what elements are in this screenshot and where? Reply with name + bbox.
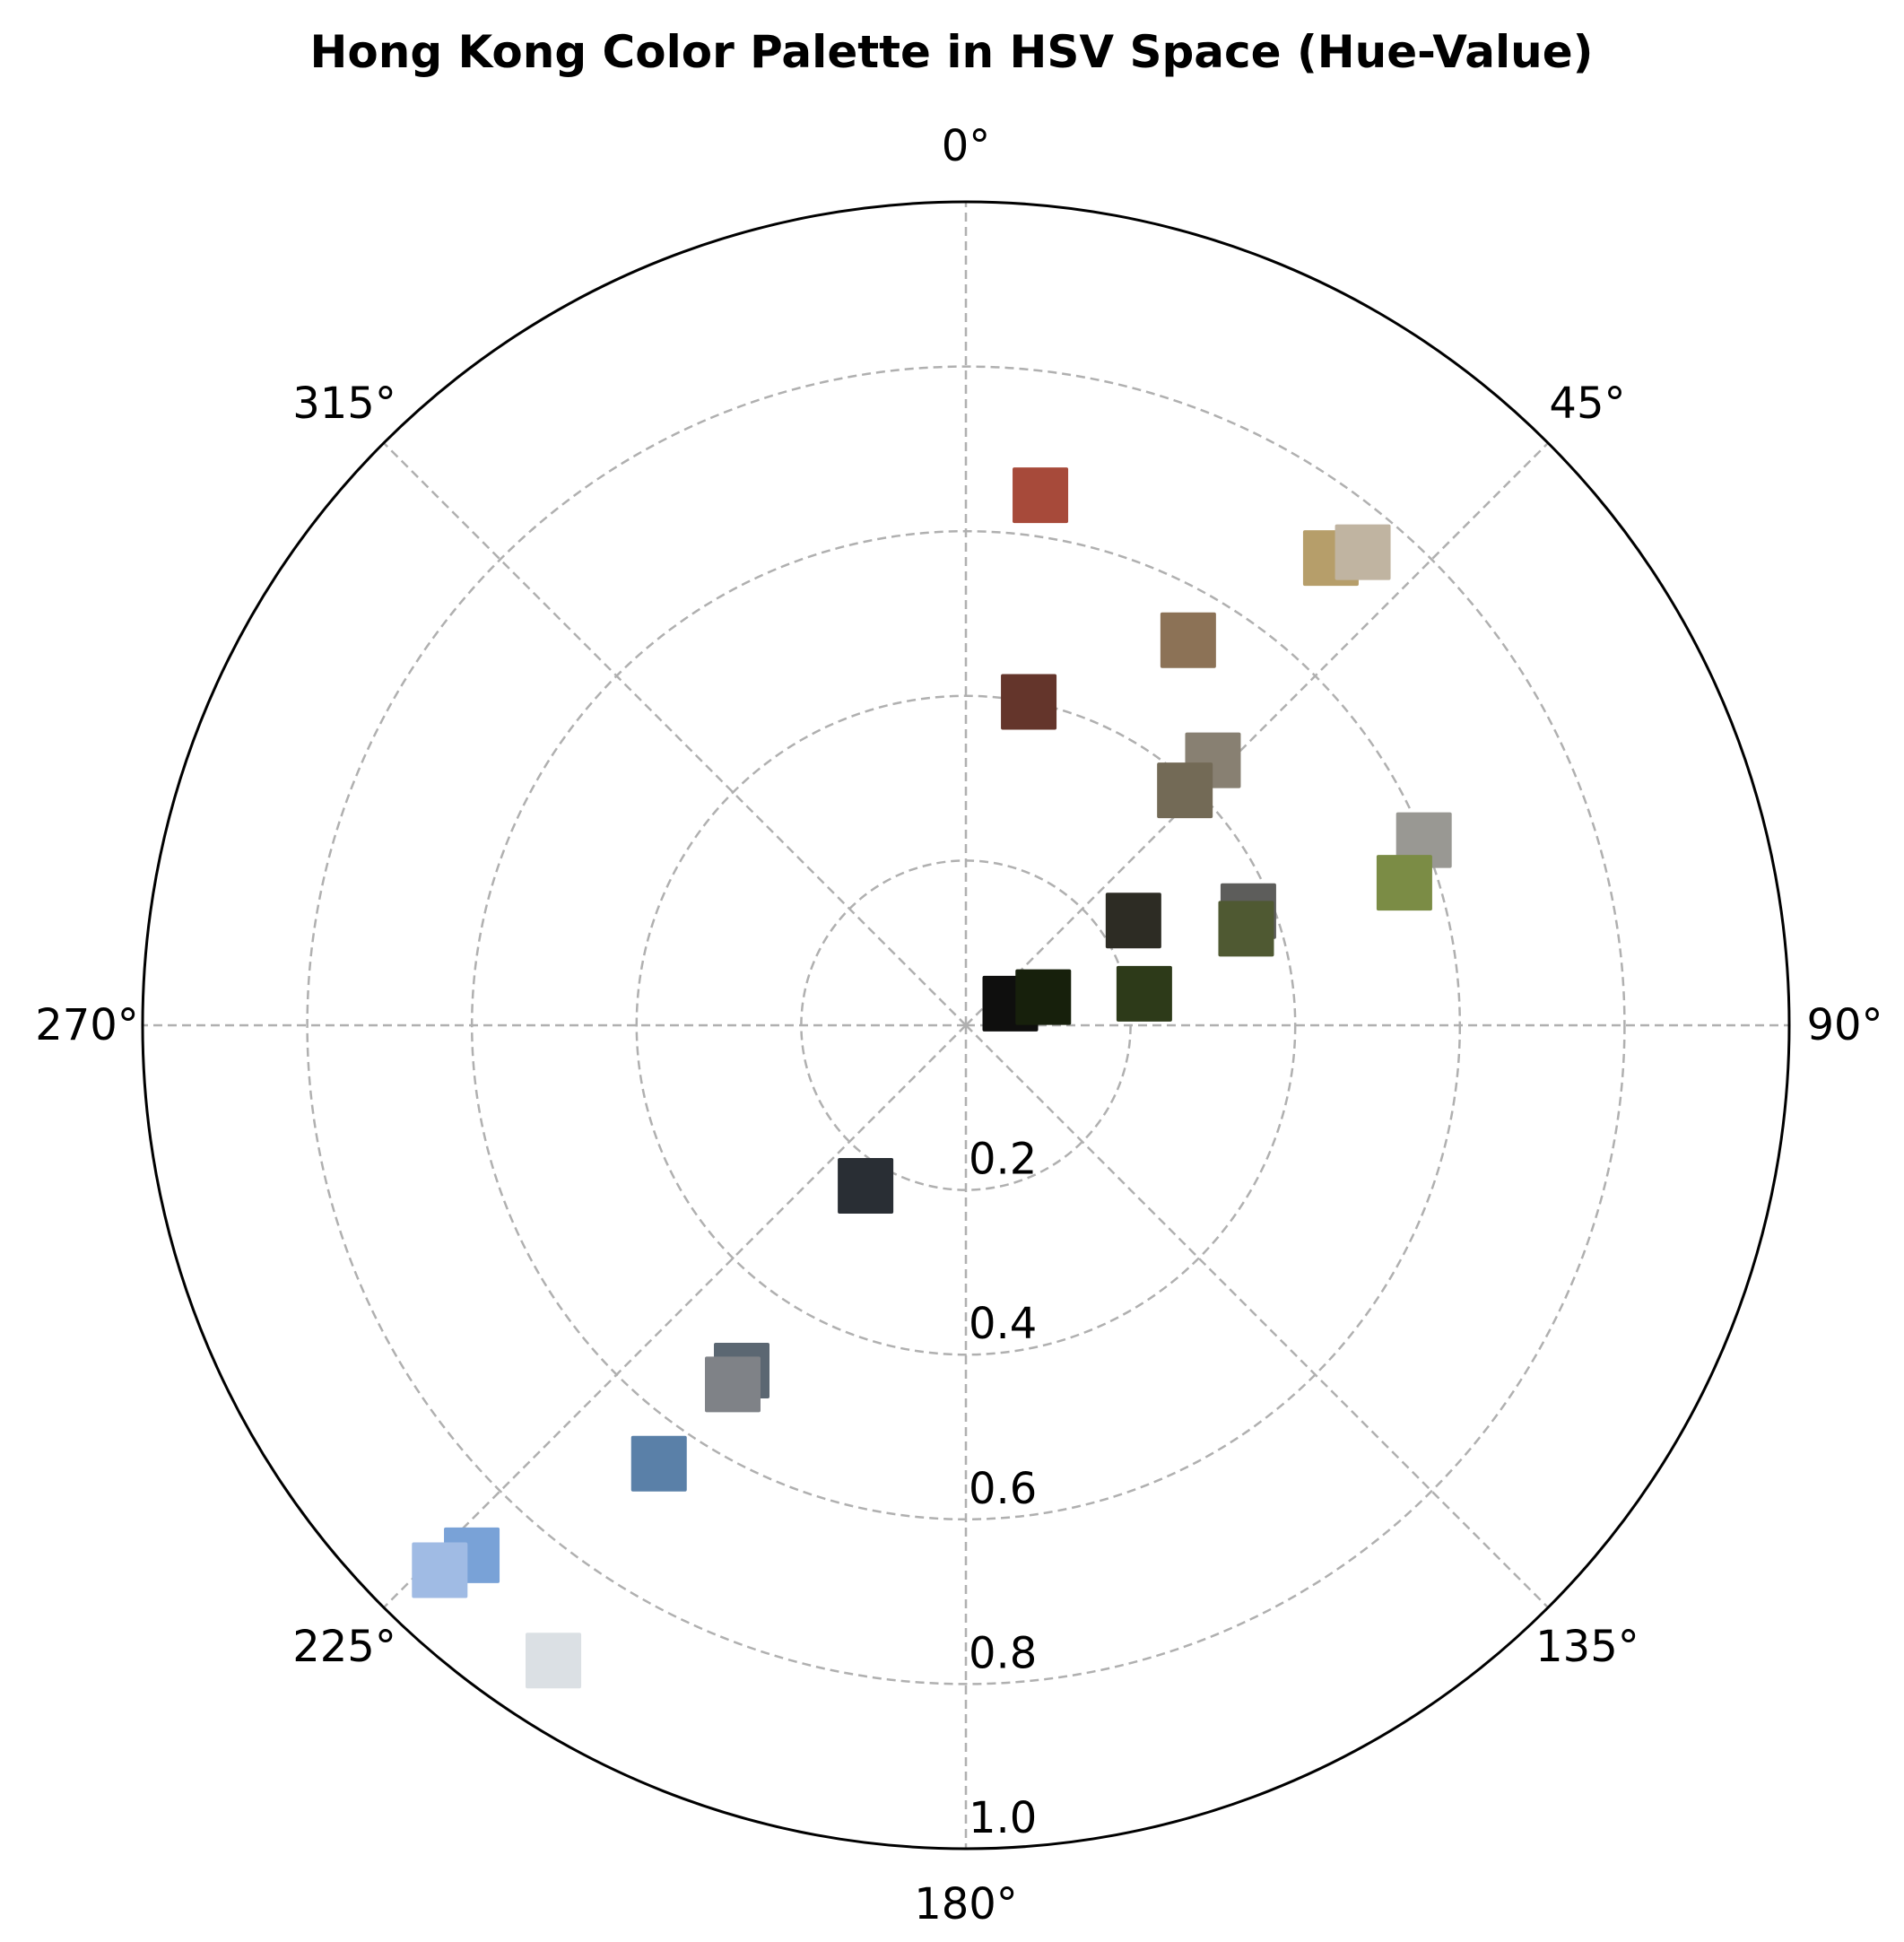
r-tick-label: 0.8 — [969, 1628, 1037, 1678]
theta-tick-label: 270° — [35, 1000, 139, 1050]
theta-tick-label: 90° — [1806, 1000, 1882, 1050]
radial-gridline — [306, 365, 1626, 1685]
color-swatch-point — [838, 1158, 894, 1215]
polar-frame — [141, 200, 1791, 1851]
angular-gridline — [382, 441, 967, 1026]
r-tick-label: 1.0 — [969, 1793, 1037, 1843]
axis-labels: 0° 45° 90° 135° 180° 225° 270° 315° 0.2 0.4 0.6 0.8… — [35, 121, 1882, 1929]
color-swatch-point — [705, 1356, 761, 1413]
r-tick-label: 0.4 — [969, 1299, 1037, 1349]
theta-tick-label: 180° — [914, 1879, 1018, 1929]
angular-gridline — [965, 1024, 1550, 1609]
theta-tick-label: 315° — [292, 379, 396, 429]
color-swatch-point — [526, 1633, 582, 1689]
theta-tick-label: 225° — [292, 1622, 396, 1672]
color-swatch-point — [630, 1435, 687, 1492]
color-swatch-point — [1157, 762, 1213, 819]
color-swatch-point — [1335, 524, 1391, 580]
chart-title: Hong Kong Color Palette in HSV Space (Hu… — [310, 26, 1594, 78]
angular-gridline — [965, 441, 1550, 1026]
r-tick-label: 0.6 — [969, 1464, 1037, 1514]
angular-gridline — [382, 1024, 967, 1609]
color-swatch-point — [1105, 893, 1161, 949]
color-swatch-point — [1015, 969, 1072, 1025]
color-swatch-point — [1395, 812, 1452, 868]
color-swatch-point — [1160, 612, 1216, 668]
theta-tick-label: 0° — [942, 121, 991, 171]
radial-gridline — [635, 694, 1297, 1356]
color-swatch-point — [1116, 965, 1172, 1022]
color-swatch-point — [1376, 855, 1432, 911]
theta-tick-label: 45° — [1549, 379, 1625, 429]
polar-grid — [141, 200, 1791, 1851]
color-swatch-point — [412, 1542, 468, 1598]
color-swatch-point — [1001, 674, 1057, 730]
data-points — [412, 467, 1452, 1689]
theta-tick-label: 135° — [1535, 1622, 1639, 1672]
color-swatch-point — [1013, 467, 1069, 524]
color-swatch-point — [1218, 901, 1274, 957]
r-tick-label: 0.2 — [969, 1135, 1037, 1185]
